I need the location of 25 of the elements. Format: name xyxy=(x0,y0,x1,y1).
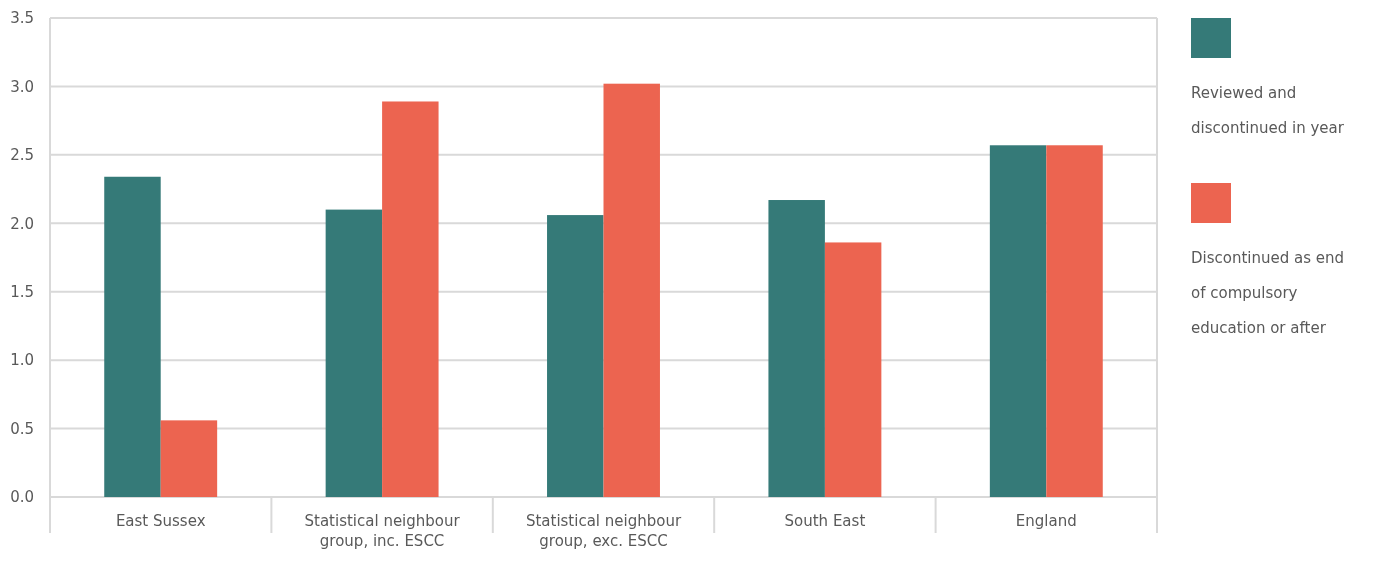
text: Reviewed and discontinued in year xyxy=(1191,84,1345,137)
y-tick-label: 2.0 xyxy=(10,214,34,233)
bar xyxy=(768,200,825,497)
x-tick-label: Statistical neighbour group, inc. ESCC xyxy=(304,512,461,550)
x-tick-label: England xyxy=(1015,512,1077,530)
y-tick-label: 2.5 xyxy=(10,146,34,165)
bar xyxy=(603,83,660,497)
bar xyxy=(1046,145,1103,497)
y-tick-label: 1.0 xyxy=(10,351,34,370)
x-tick-label: South East xyxy=(784,512,866,530)
y-tick-label: 1.5 xyxy=(10,282,34,301)
text: Discontinued as end of compulsory education or after xyxy=(1191,249,1345,337)
y-tick-label: 3.0 xyxy=(10,77,34,96)
bar xyxy=(382,101,439,497)
bar xyxy=(547,215,604,497)
x-tick-label: Statistical neighbour group, exc. ESCC xyxy=(525,512,682,550)
bar xyxy=(824,242,882,497)
bar xyxy=(104,176,161,497)
y-tick-label: 0.0 xyxy=(10,488,34,507)
bar xyxy=(160,420,218,497)
bar xyxy=(325,209,383,497)
bar xyxy=(989,145,1047,497)
y-tick-label: 0.5 xyxy=(10,419,34,438)
y-tick-label: 3.5 xyxy=(10,9,34,28)
x-tick-label: East Sussex xyxy=(115,512,206,530)
